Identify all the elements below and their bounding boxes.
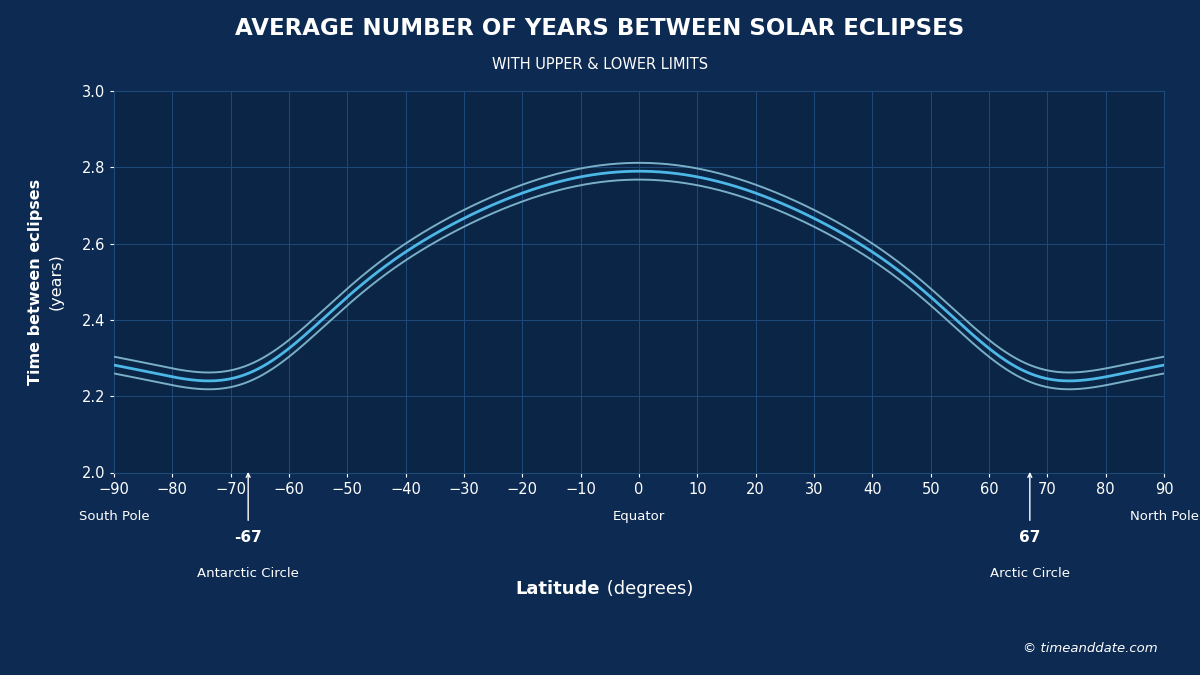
Text: South Pole: South Pole: [79, 510, 149, 522]
Text: Arctic Circle: Arctic Circle: [990, 567, 1070, 580]
Text: Equator: Equator: [613, 510, 665, 522]
Text: AVERAGE NUMBER OF YEARS BETWEEN SOLAR ECLIPSES: AVERAGE NUMBER OF YEARS BETWEEN SOLAR EC…: [235, 17, 965, 40]
Text: (degrees): (degrees): [601, 580, 694, 599]
Text: Latitude: Latitude: [516, 580, 600, 599]
Text: Antarctic Circle: Antarctic Circle: [197, 567, 299, 580]
Text: © timeanddate.com: © timeanddate.com: [1024, 642, 1158, 655]
Text: North Pole: North Pole: [1129, 510, 1199, 522]
Text: 67: 67: [1019, 530, 1040, 545]
Text: WITH UPPER & LOWER LIMITS: WITH UPPER & LOWER LIMITS: [492, 57, 708, 72]
Text: Time between eclipses: Time between eclipses: [28, 179, 43, 385]
Text: (years): (years): [49, 253, 64, 310]
Text: -67: -67: [234, 530, 262, 545]
